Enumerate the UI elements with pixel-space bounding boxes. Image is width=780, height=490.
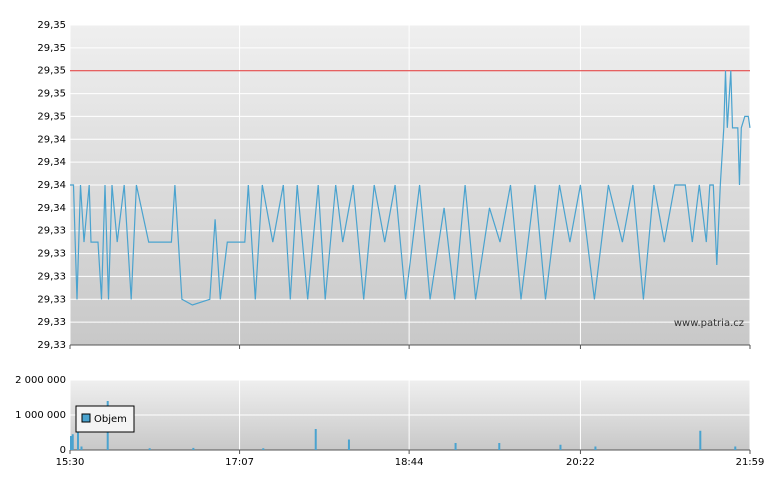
- x-tick-label: 20:22: [566, 457, 595, 468]
- volume-bar: [80, 446, 83, 450]
- y-tick-label: 2 000 000: [15, 375, 66, 386]
- legend-label: Objem: [94, 414, 127, 425]
- price-line: [70, 70, 751, 306]
- volume-bar: [498, 443, 501, 450]
- y-tick-label: 29,33: [37, 294, 66, 305]
- y-tick-label: 1 000 000: [15, 410, 66, 421]
- x-tick-label: 17:07: [225, 457, 254, 468]
- y-tick-label: 29,33: [37, 317, 66, 328]
- volume-bar: [71, 434, 74, 450]
- volume-bar: [734, 446, 737, 450]
- volume-bar: [594, 446, 597, 450]
- y-tick-label: 29,33: [37, 249, 66, 260]
- volume-bar: [347, 439, 350, 450]
- legend-box: [75, 405, 135, 433]
- y-tick-label: 29,34: [37, 203, 66, 214]
- y-tick-label: 0: [60, 445, 66, 456]
- volume-bar: [70, 436, 72, 450]
- volume-bar: [76, 432, 79, 450]
- y-tick-label: 29,34: [37, 180, 66, 191]
- y-tick-label: 29,33: [37, 271, 66, 282]
- volume-bar: [559, 444, 562, 450]
- y-tick-label: 29,34: [37, 157, 66, 168]
- volume-bar: [148, 448, 151, 450]
- y-tick-label: 29,35: [37, 111, 66, 122]
- x-tick-label: 21:59: [736, 457, 765, 468]
- y-tick-label: 29,35: [37, 89, 66, 100]
- x-tick-label: 18:44: [395, 457, 424, 468]
- y-tick-label: 29,35: [37, 66, 66, 77]
- y-tick-label: 29,35: [37, 20, 66, 31]
- watermark: www.patria.cz: [674, 318, 744, 329]
- legend-swatch: [81, 413, 91, 423]
- volume-bar: [192, 447, 195, 450]
- y-tick-label: 29,33: [37, 340, 66, 351]
- volume-bar: [262, 448, 265, 450]
- y-tick-label: 29,33: [37, 226, 66, 237]
- x-tick-label: 15:30: [56, 457, 85, 468]
- volume-bar: [699, 430, 702, 450]
- volume-bar: [454, 443, 457, 450]
- y-tick-label: 29,35: [37, 43, 66, 54]
- y-tick-label: 29,34: [37, 134, 66, 145]
- volume-bar: [314, 429, 317, 450]
